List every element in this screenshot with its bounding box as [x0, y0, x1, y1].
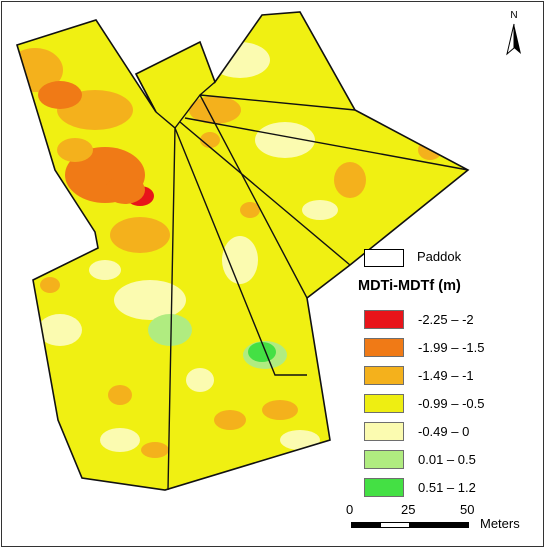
elevation-patch	[240, 202, 260, 218]
elevation-patch	[262, 400, 298, 420]
scale-tick-0: 0	[346, 502, 354, 517]
legend-paddock: Paddok	[364, 247, 534, 271]
legend-swatch	[364, 338, 404, 357]
legend-label: 0.51 – 1.2	[418, 480, 476, 495]
elevation-patch	[108, 385, 132, 405]
north-letter: N	[510, 10, 518, 21]
elevation-patch	[255, 122, 315, 158]
paddock-line	[184, 117, 469, 171]
legend-label: -2.25 – -2	[418, 312, 474, 327]
legend-label: -0.49 – 0	[418, 424, 470, 439]
elevation-patch	[302, 200, 338, 220]
paddock-line	[135, 73, 157, 113]
legend-label: -0.99 – -0.5	[418, 396, 485, 411]
paddock-label: Paddok	[417, 249, 462, 264]
north-arrow-icon	[506, 23, 521, 56]
legend-swatch	[364, 310, 404, 329]
scale-tick-25: 25	[401, 502, 416, 517]
scale-segment-1	[351, 522, 380, 528]
legend-title: MDTi-MDTf (m)	[358, 278, 461, 294]
paddock-boundaries	[135, 73, 469, 491]
elevation-patch	[141, 442, 169, 458]
legend-swatch	[364, 422, 404, 441]
elevation-patch	[114, 280, 186, 320]
elevation-patch	[189, 96, 241, 124]
elevation-patch	[105, 176, 145, 204]
elevation-patch	[222, 236, 258, 284]
scale-tick-50: 50	[460, 502, 475, 517]
legend-class-3: -0.99 – -0.5	[364, 392, 534, 414]
elevation-patch	[100, 428, 140, 452]
legend-swatch	[364, 394, 404, 413]
paddock-line	[199, 81, 216, 96]
legend-class-6: 0.51 – 1.2	[364, 476, 534, 498]
paddock-line	[199, 94, 356, 111]
elevation-patch	[57, 138, 93, 162]
paddock-line	[174, 127, 307, 376]
paddock-line	[179, 121, 351, 266]
scale-segment-2	[380, 522, 410, 528]
scale-segment-3	[410, 522, 469, 528]
elevation-patch	[148, 314, 192, 346]
north-arrow: N	[503, 10, 525, 58]
elevation-patch	[248, 342, 276, 362]
paddock-swatch	[364, 249, 404, 267]
elevation-patch	[200, 132, 220, 148]
elevation-patch	[358, 68, 402, 92]
elevation-patch	[186, 368, 214, 392]
legend-label: 0.01 – 0.5	[418, 452, 476, 467]
legend-label: -1.99 – -1.5	[418, 340, 485, 355]
legend-label: -1.49 – -1	[418, 368, 474, 383]
scale-bar: 0 25 50 Meters	[346, 502, 538, 542]
legend-swatch	[364, 366, 404, 385]
legend-class-5: 0.01 – 0.5	[364, 448, 534, 470]
legend-swatch	[364, 450, 404, 469]
legend-class-4: -0.49 – 0	[364, 420, 534, 442]
elevation-patch	[89, 260, 121, 280]
elevation-change-patches	[17, 42, 442, 458]
scale-units: Meters	[480, 516, 520, 531]
legend-class-0: -2.25 – -2	[364, 308, 534, 330]
elevation-patch	[38, 81, 82, 109]
legend-swatch	[364, 478, 404, 497]
legend-class-2: -1.49 – -1	[364, 364, 534, 386]
legend-class-1: -1.99 – -1.5	[364, 336, 534, 358]
elevation-patch	[40, 277, 60, 293]
elevation-patch	[110, 217, 170, 253]
elevation-patch	[280, 430, 320, 450]
elevation-patch	[334, 162, 366, 198]
elevation-patch	[214, 410, 246, 430]
elevation-patch	[38, 314, 82, 346]
